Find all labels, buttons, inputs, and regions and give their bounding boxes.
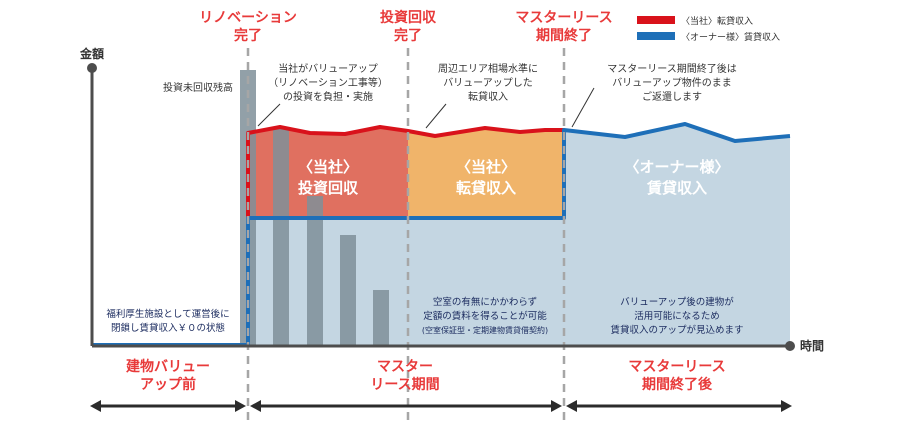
legend-label-owner: 〈オーナー様〉賃貸収入 — [681, 31, 780, 43]
sublease-title-2: 転貸収入 — [456, 179, 516, 197]
unrecovered-bar-5 — [373, 290, 389, 346]
return-property-note-3: ご返還します — [642, 90, 702, 103]
before-state-note-2: 閉鎖し賃貸収入￥０の状態 — [111, 322, 225, 334]
legend-swatch-owner — [637, 32, 675, 40]
company-invest-pointer — [257, 103, 281, 127]
phase-before-line-2: アップ前 — [140, 376, 196, 393]
owner-rent-area-right — [564, 124, 790, 346]
owner-rent-title-1: 〈オーナー様〉 — [624, 158, 729, 176]
unrecovered-bar-4 — [340, 235, 356, 346]
sublease-title-1: 〈当社〉 — [456, 158, 516, 176]
period-arrow-master-right-head — [551, 400, 562, 412]
period-arrow-master-left-head — [250, 400, 261, 412]
y-axis-end-dot — [87, 63, 97, 73]
company-invest-note-1: 当社がバリューアップ — [278, 62, 378, 75]
sublease-level-note-2: バリューアップした — [443, 77, 533, 89]
company-invest-note-2: （リノベーション工事等） — [268, 76, 388, 89]
legend-swatch-company — [637, 16, 675, 24]
owner-rent-title-2: 賃貸収入 — [646, 179, 707, 197]
period-arrow-after-right-head — [781, 400, 792, 412]
after-building-note-2: 活用可能になるため — [634, 310, 720, 322]
after-building-note-1: バリューアップ後の建物が — [620, 296, 734, 308]
legend-label-company: 〈当社〉転貸収入 — [681, 15, 753, 27]
owner-rent-area-middle — [408, 218, 564, 346]
company-invest-note-3: の投資を負担・実施 — [283, 90, 373, 103]
unrecovered-bar-3 — [307, 196, 323, 346]
return-property-note-2: バリューアップ物件のまま — [612, 76, 732, 89]
period-arrow-before-left-head — [90, 400, 101, 412]
milestone-renovation-line-2: 完了 — [234, 27, 262, 44]
before-state-note-1: 福利厚生施設として運営後に — [106, 308, 229, 320]
period-arrow-before-right-head — [235, 400, 246, 412]
company-income-line — [246, 125, 564, 218]
sublease-area — [408, 128, 564, 218]
invest-recovery-title-2: 投資回収 — [298, 179, 359, 197]
fixed-rent-note-3: (空室保証型・定期建物賃貸借契約) — [422, 325, 548, 335]
return-property-note-1: マスターリース期間終了後は — [607, 62, 737, 75]
invest-recovery-title-1: 〈当社〉 — [298, 158, 358, 176]
after-building-note-3: 賃貸収入のアップが見込めます — [610, 324, 743, 336]
milestone-lease-end-line-1: マスターリース — [515, 10, 612, 26]
phase-before-line-1: 建物バリュー — [126, 358, 210, 375]
milestone-renovation-line-1: リノベーション — [199, 10, 297, 26]
milestone-recovery-line-2: 完了 — [394, 27, 422, 44]
y-axis-label: 金額 — [79, 46, 104, 61]
unrecovered-balance-label: 投資未回収残高 — [163, 81, 233, 94]
x-axis-end-dot — [785, 341, 795, 351]
phase-after-line-1: マスターリース — [628, 359, 725, 375]
x-axis-label: 時間 — [800, 338, 824, 353]
milestone-lease-end-line-2: 期間終了 — [536, 27, 592, 44]
fixed-rent-note-2: 定額の賃料を得ることが可能 — [423, 310, 547, 322]
period-arrow-after-left-head — [566, 400, 577, 412]
phase-after-line-2: 期間終了後 — [642, 376, 713, 393]
fixed-rent-note-1: 空室の有無にかかわらず — [433, 296, 537, 308]
sublease-level-pointer — [425, 103, 447, 129]
milestone-recovery-line-1: 投資回収 — [380, 9, 437, 26]
sublease-level-note-1: 周辺エリア相場水準に — [438, 62, 538, 75]
phase-master-line-2: リース期間 — [370, 377, 439, 393]
phase-master-line-1: マスター — [377, 359, 433, 375]
return-property-pointer — [571, 87, 595, 128]
sublease-level-note-3: 転貸収入 — [468, 90, 508, 103]
unrecovered-bar-2 — [273, 128, 289, 346]
